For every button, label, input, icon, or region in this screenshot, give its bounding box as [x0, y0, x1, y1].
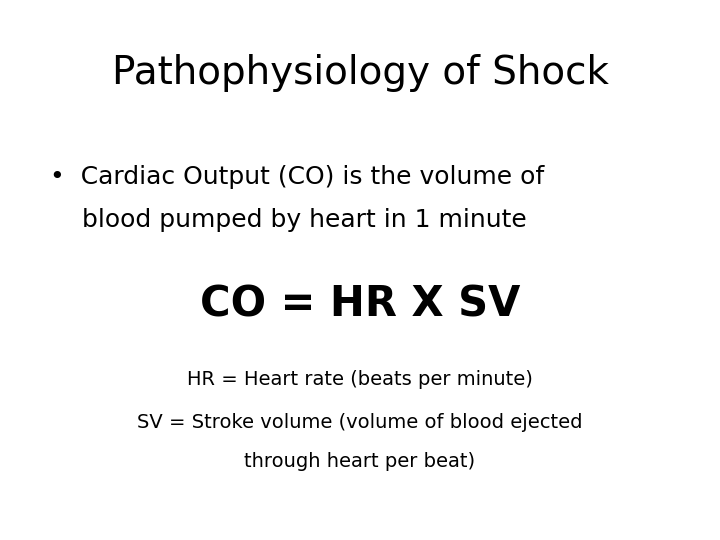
Text: HR = Heart rate (beats per minute): HR = Heart rate (beats per minute)	[187, 370, 533, 389]
Text: CO = HR X SV: CO = HR X SV	[200, 284, 520, 326]
Text: SV = Stroke volume (volume of blood ejected: SV = Stroke volume (volume of blood ejec…	[138, 413, 582, 432]
Text: blood pumped by heart in 1 minute: blood pumped by heart in 1 minute	[50, 208, 527, 232]
Text: through heart per beat): through heart per beat)	[244, 452, 476, 471]
Text: Pathophysiology of Shock: Pathophysiology of Shock	[112, 54, 608, 92]
Text: •  Cardiac Output (CO) is the volume of: • Cardiac Output (CO) is the volume of	[50, 165, 544, 188]
